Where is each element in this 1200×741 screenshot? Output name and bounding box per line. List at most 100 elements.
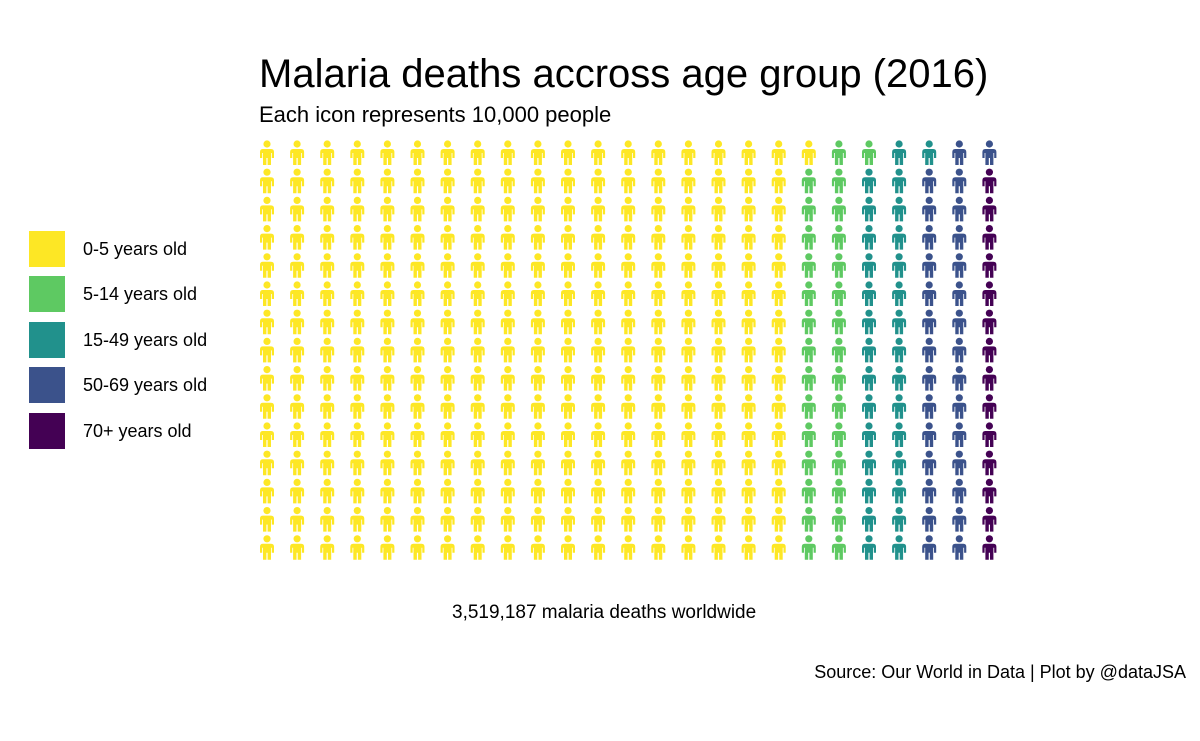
person-icon — [500, 309, 515, 335]
person-icon — [651, 507, 666, 532]
person-icon — [260, 507, 274, 532]
person-icon — [922, 168, 937, 194]
person-icon — [681, 168, 696, 194]
person-icon — [380, 535, 395, 560]
person-icon — [922, 366, 937, 391]
person-icon — [741, 507, 756, 532]
person-icon — [561, 450, 575, 476]
person-icon — [801, 225, 816, 250]
person-icon — [470, 366, 485, 391]
person-icon — [591, 309, 606, 335]
person-icon — [952, 337, 967, 363]
person-icon — [591, 253, 606, 278]
person-icon — [290, 478, 305, 504]
person-icon — [952, 140, 967, 165]
person-icon — [290, 309, 305, 335]
legend-swatch-0-5 — [29, 231, 65, 267]
person-icon — [892, 422, 907, 447]
person-icon — [771, 337, 786, 363]
person-icon — [530, 140, 545, 165]
person-icon — [410, 309, 425, 335]
person-icon — [561, 140, 575, 165]
person-icon — [831, 253, 846, 278]
person-icon — [982, 366, 997, 391]
person-icon — [831, 478, 846, 504]
person-icon — [651, 225, 666, 250]
person-icon — [771, 168, 786, 194]
person-icon — [651, 309, 666, 335]
person-icon — [621, 309, 636, 335]
person-icon — [410, 140, 425, 165]
person-icon — [861, 281, 876, 306]
person-icon — [410, 366, 425, 391]
person-icon — [350, 309, 365, 335]
person-icon — [320, 478, 335, 504]
person-icon — [500, 394, 515, 419]
person-icon — [952, 225, 967, 250]
person-icon — [350, 422, 365, 447]
person-icon — [831, 337, 846, 363]
person-icon — [500, 253, 515, 278]
person-icon — [952, 394, 967, 419]
legend-label-70-plus: 70+ years old — [83, 421, 192, 441]
person-icon — [711, 281, 726, 306]
person-icon — [651, 168, 666, 194]
person-icon — [892, 140, 907, 165]
person-icon — [440, 478, 455, 504]
person-icon — [621, 337, 636, 363]
person-icon — [320, 168, 335, 194]
person-icon — [952, 253, 967, 278]
legend-swatch-70-plus — [29, 413, 65, 449]
person-icon — [681, 225, 696, 250]
person-icon — [561, 168, 575, 194]
person-icon — [561, 422, 575, 447]
person-icon — [861, 309, 876, 335]
person-icon — [892, 507, 907, 532]
person-icon — [440, 450, 455, 476]
person-icon — [711, 253, 726, 278]
person-icon — [500, 281, 515, 306]
person-icon — [831, 535, 846, 560]
person-icon — [470, 394, 485, 419]
legend-swatch-50-69 — [29, 367, 65, 403]
person-icon — [380, 507, 395, 532]
person-icon — [440, 394, 455, 419]
person-icon — [621, 422, 636, 447]
person-icon — [801, 281, 816, 306]
person-icon — [380, 140, 395, 165]
person-icon — [530, 225, 545, 250]
person-icon — [922, 478, 937, 504]
person-icon — [801, 535, 816, 560]
person-icon — [952, 450, 967, 476]
person-icon — [260, 253, 274, 278]
person-icon — [771, 196, 786, 222]
person-icon — [350, 366, 365, 391]
person-icon — [651, 478, 666, 504]
person-icon — [711, 422, 726, 447]
person-icon — [380, 394, 395, 419]
person-icon — [982, 168, 997, 194]
person-icon — [681, 366, 696, 391]
person-icon — [711, 507, 726, 532]
person-icon — [892, 196, 907, 222]
person-icon — [982, 281, 997, 306]
person-icon — [320, 394, 335, 419]
person-icon — [621, 140, 636, 165]
person-icon — [350, 196, 365, 222]
person-icon — [651, 253, 666, 278]
source-note: Source: Our World in Data | Plot by @dat… — [814, 662, 1186, 682]
person-icon — [561, 281, 575, 306]
person-icon — [952, 366, 967, 391]
person-icon — [922, 422, 937, 447]
person-icon — [500, 196, 515, 222]
person-icon — [621, 196, 636, 222]
person-icon — [711, 196, 726, 222]
person-icon — [320, 450, 335, 476]
person-icon — [410, 281, 425, 306]
person-icon — [861, 253, 876, 278]
person-icon — [410, 337, 425, 363]
person-icon — [561, 394, 575, 419]
person-icon — [440, 140, 455, 165]
person-icon — [892, 394, 907, 419]
person-icon — [741, 225, 756, 250]
